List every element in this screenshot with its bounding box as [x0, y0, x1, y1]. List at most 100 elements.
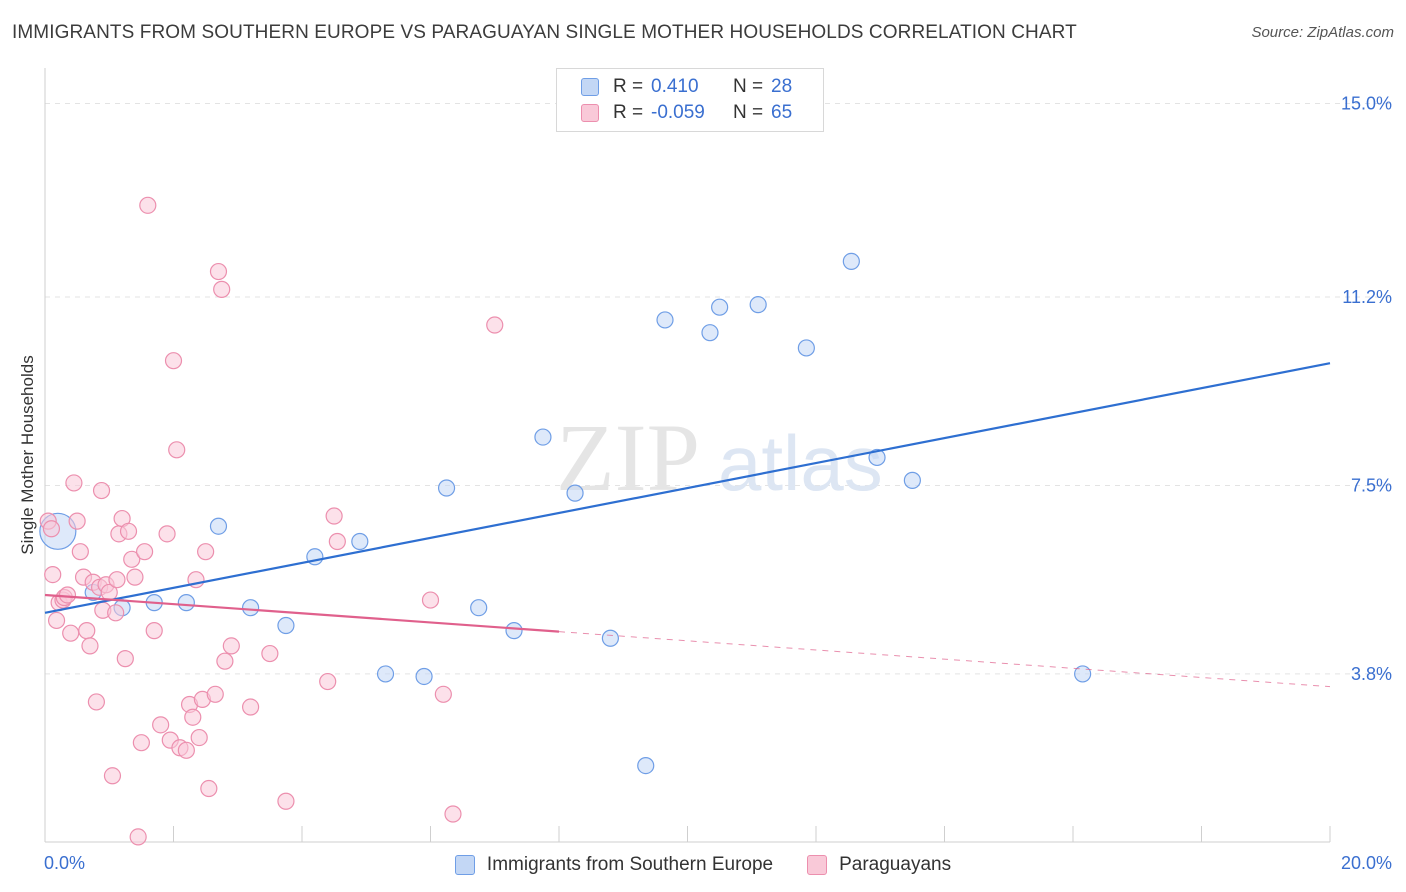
point-southern-europe	[351, 532, 369, 551]
point-southern-europe	[505, 622, 523, 640]
point-paraguayans	[190, 728, 208, 747]
point-southern-europe	[868, 448, 886, 467]
n-value: 28	[771, 76, 793, 97]
point-paraguayans	[44, 565, 62, 584]
point-southern-europe	[209, 517, 228, 535]
point-southern-europe	[601, 629, 620, 647]
point-southern-europe	[242, 599, 260, 617]
axes	[44, 68, 1331, 843]
point-southern-europe	[437, 479, 456, 497]
point-paraguayans	[87, 693, 106, 711]
legend-item-southern-europe[interactable]: Immigrants from Southern Europe	[454, 854, 774, 876]
point-paraguayans	[328, 532, 346, 551]
grid	[45, 102, 1392, 675]
point-paraguayans	[325, 507, 343, 525]
y-tick-label: 15.0%	[1341, 93, 1392, 113]
point-paraguayans	[58, 586, 77, 604]
point-paraguayans	[222, 637, 240, 655]
legend-swatch-southern-europe	[581, 78, 599, 96]
point-paraguayans	[139, 196, 157, 214]
point-paraguayans	[107, 604, 125, 622]
legend-swatch-paraguayans	[807, 855, 828, 875]
point-southern-europe	[842, 252, 860, 270]
r-value: 0.410	[651, 76, 699, 97]
point-paraguayans	[177, 741, 195, 759]
point-paraguayans	[242, 698, 260, 716]
point-paraguayans	[119, 522, 138, 540]
point-southern-europe	[415, 667, 433, 686]
point-paraguayans	[206, 685, 224, 703]
n-value: 65	[771, 102, 793, 123]
point-southern-europe	[177, 594, 195, 612]
point-paraguayans	[158, 525, 176, 543]
legend-item-paraguayans[interactable]: Paraguayans	[807, 854, 951, 876]
point-paraguayans	[444, 805, 462, 823]
legend-swatch-paraguayans	[581, 104, 599, 122]
point-southern-europe	[566, 484, 584, 502]
legend-label: Immigrants from Southern Europe	[486, 854, 774, 875]
point-paraguayans	[71, 543, 89, 561]
data-points	[39, 196, 1092, 846]
watermark-atlas: atlas	[718, 419, 883, 507]
point-southern-europe	[711, 298, 729, 316]
source-label: Source: ZipAtlas.com	[1251, 24, 1394, 41]
y-tick-label: 11.2%	[1342, 287, 1392, 307]
point-paraguayans	[152, 716, 170, 734]
point-paraguayans	[261, 644, 279, 663]
point-paraguayans	[421, 591, 440, 609]
point-paraguayans	[197, 543, 215, 561]
point-southern-europe	[797, 339, 815, 357]
point-paraguayans	[78, 622, 96, 640]
point-paraguayans	[209, 262, 228, 281]
y-tick-label: 3.8%	[1351, 664, 1392, 684]
x-tick-label-max: 20.0%	[1340, 853, 1392, 873]
point-paraguayans	[129, 828, 147, 846]
trend-paraguayans	[44, 593, 560, 633]
point-paraguayans	[92, 481, 111, 500]
point-southern-europe	[749, 296, 767, 314]
point-paraguayans	[42, 520, 61, 538]
point-paraguayans	[47, 611, 66, 630]
point-southern-europe	[376, 665, 395, 683]
n-label: N =	[733, 76, 764, 97]
legend-swatch-southern-europe	[454, 855, 475, 875]
y-tick-labels: 3.8% 7.5% 11.2% 15.0%	[1341, 93, 1392, 683]
r-label: R =	[613, 102, 644, 123]
point-paraguayans	[434, 685, 452, 703]
point-paraguayans	[184, 708, 202, 726]
stats-legend: R = 0.410 N = 28 R = -0.059 N = 65	[556, 68, 824, 132]
point-paraguayans	[277, 792, 295, 810]
trend-lines	[44, 362, 1331, 688]
point-southern-europe	[637, 756, 655, 775]
point-southern-europe	[470, 599, 488, 617]
trend-paraguayans-dashed	[558, 631, 1331, 688]
legend-label: Paraguayans	[839, 854, 952, 875]
point-paraguayans	[213, 280, 231, 298]
point-paraguayans	[103, 767, 122, 785]
point-paraguayans	[68, 512, 86, 530]
r-value: -0.059	[651, 102, 705, 123]
point-paraguayans	[132, 734, 150, 752]
x-tick-label-min: 0.0%	[44, 853, 86, 873]
watermark: ZIP atlas	[556, 404, 883, 511]
trend-southern-europe	[44, 362, 1331, 614]
point-southern-europe	[656, 311, 674, 329]
point-paraguayans	[65, 474, 83, 492]
point-southern-europe	[903, 471, 921, 489]
n-label: N =	[733, 102, 764, 123]
point-paraguayans	[62, 624, 80, 642]
point-paraguayans	[135, 543, 154, 561]
point-paraguayans	[319, 672, 337, 691]
series-legend: Immigrants from Southern Europe Paraguay…	[0, 852, 1406, 878]
point-paraguayans	[116, 650, 134, 668]
point-southern-europe	[534, 428, 552, 446]
r-label: R =	[613, 76, 644, 97]
point-paraguayans	[145, 622, 163, 640]
y-tick-label: 7.5%	[1351, 475, 1392, 495]
point-paraguayans	[168, 441, 186, 459]
point-southern-europe	[701, 324, 719, 342]
point-southern-europe	[277, 616, 295, 635]
legend-row-southern-europe: R = 0.410 N = 28	[581, 75, 792, 99]
point-paraguayans	[486, 316, 504, 334]
